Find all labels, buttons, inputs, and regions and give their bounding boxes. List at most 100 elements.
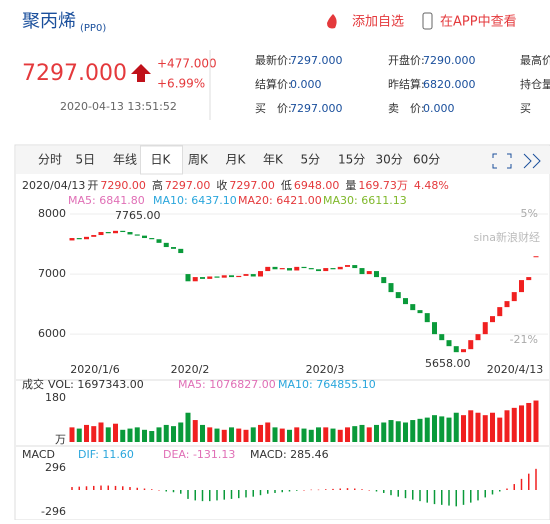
tab[interactable]: 15分 (338, 153, 365, 167)
candle (482, 322, 488, 335)
candle (446, 340, 452, 347)
macd-bar (397, 490, 399, 497)
tab[interactable]: 5日 (76, 153, 96, 167)
macd-bar (354, 488, 356, 490)
time: 2020-04-13 13:51:52 (60, 100, 177, 113)
macd-legend: DEA: -131.13 (163, 448, 235, 461)
tab[interactable]: 月K (226, 153, 247, 167)
date-label: 2020/1/6 (70, 363, 119, 376)
volume-bar (504, 410, 510, 442)
macd-bar (129, 487, 131, 490)
candle (243, 274, 249, 276)
macd-bar (499, 490, 501, 492)
candle (265, 266, 271, 272)
macd-bar (535, 468, 537, 490)
volume-bar (76, 428, 82, 442)
tab[interactable]: 周K (188, 153, 209, 167)
macd-bar (288, 490, 291, 492)
volume-bar (207, 427, 213, 442)
macd-bar (252, 490, 254, 497)
tabs: 分时 5日 年线 日K 周K 月K 年K 5分 15分 30分 60分 (38, 145, 440, 175)
candle (417, 310, 423, 314)
info-label: 持仓量 (520, 77, 550, 91)
tab[interactable]: 30分 (376, 153, 403, 167)
macd-bar (433, 490, 436, 505)
tab[interactable]: 60分 (413, 153, 440, 167)
summary-open_l: 开 (87, 179, 98, 192)
candle (91, 235, 97, 237)
tab-selected (140, 145, 183, 175)
volume-bar (134, 427, 140, 442)
macd-bar (375, 490, 378, 492)
candle (439, 334, 445, 341)
ma-legend: MA30: 6611.13 (323, 194, 407, 207)
candle (497, 307, 503, 317)
y-tick-label: 6000 (38, 327, 66, 340)
volume-bar (352, 426, 358, 442)
candle (142, 235, 147, 239)
info-value: 7297.000 (290, 54, 343, 67)
volume-legend: MA10: 764855.10 (278, 378, 376, 391)
summary-high_l: 高 (152, 178, 163, 192)
candle (504, 301, 510, 308)
volume-bar (221, 429, 227, 442)
volume-bar (475, 412, 481, 442)
macd-bar (259, 490, 262, 496)
tab[interactable]: 分时 (38, 153, 62, 167)
y2-tick-label: 5% (521, 207, 538, 220)
volume-bar (142, 429, 147, 442)
macd-bar (194, 490, 196, 501)
macd-bar (136, 487, 138, 490)
candle (185, 274, 191, 282)
add-watch[interactable]: 添加自选 (352, 15, 404, 30)
title: 聚丙烯 (22, 11, 76, 32)
candle (113, 230, 118, 234)
candle (388, 283, 394, 293)
candle (207, 276, 213, 279)
volume-bar (359, 424, 365, 442)
candle (127, 232, 133, 235)
macd-bar (332, 488, 334, 490)
volume-bar (308, 429, 314, 442)
date-label: 2020/4/13 (487, 363, 543, 376)
candle (214, 276, 220, 278)
volume-bar (120, 429, 126, 442)
fire-icon (327, 14, 337, 29)
volume-bar (381, 422, 387, 442)
info-label: 结算价: (255, 77, 292, 91)
y-tick-label: 7000 (38, 267, 66, 280)
candle (105, 232, 111, 234)
volume-bar (366, 427, 372, 442)
info-label: 开盘价: (388, 53, 425, 67)
tab[interactable]: 5分 (301, 153, 321, 167)
macd-bar (78, 486, 80, 490)
volume-bar (91, 426, 97, 442)
candle (330, 268, 336, 270)
candle (178, 248, 184, 254)
volume-bar (511, 407, 517, 442)
macd-bar (158, 490, 160, 491)
y-tick-label: -296 (41, 505, 66, 518)
candle (69, 238, 75, 241)
candle (221, 275, 227, 278)
y-tick-label: 296 (45, 461, 66, 474)
chart-panel (14, 144, 550, 521)
tab[interactable]: 年线 (113, 153, 137, 167)
macd-bar (107, 485, 109, 490)
volume-bar (533, 400, 539, 442)
candle (192, 277, 198, 282)
code: (PP0) (80, 23, 106, 34)
macd-bar (274, 490, 276, 493)
volume-bar (330, 428, 336, 442)
candle (120, 230, 126, 233)
volume-bar (294, 427, 300, 442)
volume-bar (149, 431, 155, 442)
app-view[interactable]: 在APP中查看 (440, 14, 517, 30)
volume-bar (265, 422, 271, 442)
change-pct: +6.99% (157, 77, 205, 91)
tab[interactable]: 日K (151, 153, 172, 167)
macd-legend: MACD (22, 448, 55, 461)
macd-bar (339, 488, 341, 490)
candle (171, 247, 176, 249)
tab[interactable]: 年K (263, 153, 284, 167)
